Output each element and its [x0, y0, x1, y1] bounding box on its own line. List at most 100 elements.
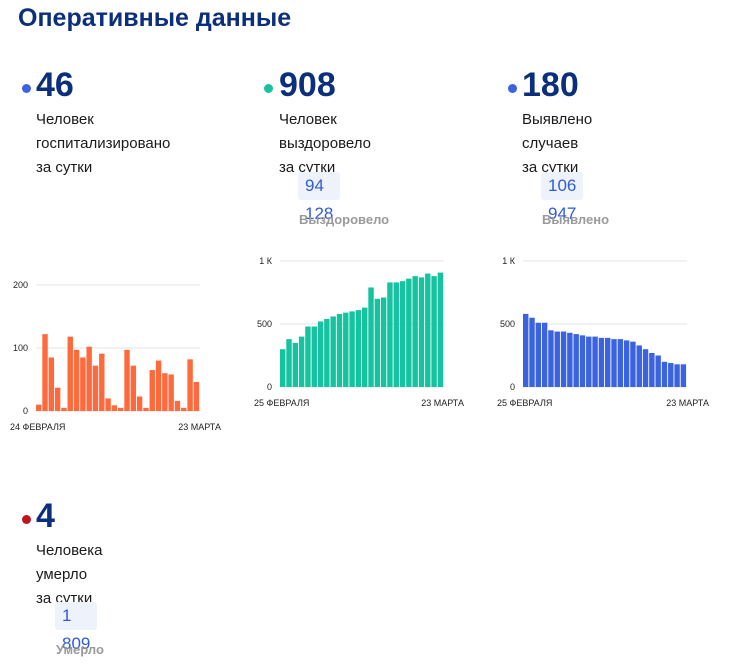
chart-recovered-svg: 1 К 500 0 25 ФЕВРАЛЯ 23 МАРТА — [254, 256, 464, 408]
recovered-bar — [343, 312, 349, 387]
hospitalized-bar — [174, 400, 181, 411]
recovered-bar — [431, 276, 437, 387]
recovered-bar — [406, 278, 412, 387]
hospitalized-value: 46 — [36, 66, 74, 104]
chart-detected-svg: 1 К 500 0 25 ФЕВРАЛЯ 23 МАРТА — [497, 256, 709, 408]
hospitalized-desc-line-1: Человек — [36, 111, 94, 128]
detected-bar — [655, 355, 661, 387]
detected-bar — [573, 334, 579, 387]
hospitalized-marker-dot — [22, 84, 31, 93]
chart-hospitalized: 200 100 0 24 ФЕВРАЛЯ 23 МАРТА — [0, 270, 230, 440]
hospitalized-bar — [99, 353, 105, 411]
hospitalized-bar — [143, 407, 149, 411]
chart-hospitalized-svg: 200 100 0 24 ФЕВРАЛЯ 23 МАРТА — [10, 280, 221, 432]
detected-bar — [529, 317, 535, 387]
hospitalized-bar — [136, 396, 143, 411]
recovered-y-tick-label: 500 — [257, 319, 272, 329]
detected-y-tick-label: 0 — [510, 382, 515, 392]
deaths-value: 4 — [36, 497, 55, 535]
hospitalized-bar — [187, 359, 193, 411]
detected-bar — [661, 361, 668, 387]
recovered-bar — [330, 316, 336, 387]
hospitalized-bar — [149, 370, 155, 411]
detected-bar — [680, 364, 687, 387]
detected-bar — [554, 331, 560, 387]
detected-total-caption: Выявлено — [542, 212, 610, 227]
recovered-bar — [349, 311, 355, 387]
detected-total-badge: 106 947 — [541, 172, 584, 223]
recovered-y-tick-label: 0 — [267, 382, 272, 392]
detected-bar — [567, 332, 573, 387]
deaths-total-badge: 1 809 — [55, 602, 98, 653]
recovered-y-tick-label: 1 К — [259, 256, 273, 266]
hospitalized-bar — [92, 365, 99, 411]
hospitalized-y-tick-label: 200 — [13, 280, 28, 290]
detected-bar — [605, 337, 611, 387]
hospitalized-bar — [36, 404, 42, 411]
recovered-bar — [355, 310, 362, 387]
detected-bar — [630, 341, 636, 387]
hospitalized-bar — [130, 365, 137, 411]
detected-bar — [674, 364, 680, 387]
detected-desc-line-2: за сутки — [522, 159, 579, 176]
recovered-desc-line-2: за сутки — [279, 159, 336, 176]
detected-bar — [523, 313, 529, 387]
recovered-bar — [298, 336, 305, 387]
hospitalized-bar — [111, 405, 118, 411]
recovered-value: 908 — [279, 66, 336, 104]
deaths-total-caption: Умерло — [56, 642, 104, 657]
detected-bar — [535, 322, 542, 387]
hospitalized-y-tick-label: 0 — [23, 406, 28, 416]
recovered-marker-dot — [264, 84, 273, 93]
detected-bar — [642, 349, 649, 387]
recovered-bar — [412, 276, 418, 387]
recovered-bar — [362, 307, 368, 387]
detected-bar — [586, 336, 592, 387]
hospitalized-bar — [86, 346, 92, 411]
recovered-bar — [292, 342, 299, 387]
recovered-bar — [399, 281, 406, 387]
deaths-marker-dot — [22, 515, 31, 524]
detected-bar — [611, 339, 617, 387]
detected-bar — [623, 340, 630, 387]
hospitalized-bar — [42, 334, 48, 411]
recovered-bar — [387, 282, 393, 387]
hospitalized-bar — [54, 387, 61, 411]
hospitalized-bar — [168, 374, 174, 411]
hospitalized-desc-line-3: за сутки — [36, 159, 93, 176]
hospitalized-bar — [124, 349, 130, 411]
hospitalized-bar — [118, 407, 124, 411]
hospitalized-bar — [73, 349, 80, 411]
detected-bar — [560, 331, 567, 387]
deaths-desc-line-1: Человека умерло — [36, 542, 103, 583]
recovered-bar — [311, 326, 317, 387]
recovered-total-caption: Выздоровело — [299, 212, 390, 227]
recovered-bar — [317, 321, 324, 387]
hospitalized-bar — [80, 357, 86, 411]
recovered-bar — [286, 339, 292, 387]
page-title: Оперативные данные — [18, 4, 292, 32]
recovered-bar — [393, 282, 399, 387]
recovered-bar — [368, 287, 374, 387]
chart-detected: 1 К 500 0 25 ФЕВРАЛЯ 23 МАРТА — [491, 248, 721, 418]
hospitalized-x-start-label: 24 ФЕВРАЛЯ — [10, 422, 65, 432]
recovered-bar — [418, 277, 425, 387]
detected-x-end-label: 23 МАРТА — [666, 398, 709, 408]
hospitalized-bar — [181, 407, 187, 411]
chart-recovered: 1 К 500 0 25 ФЕВРАЛЯ 23 МАРТА — [248, 248, 478, 418]
detected-bar — [592, 336, 598, 387]
hospitalized-bar — [48, 357, 55, 411]
recovered-x-start-label: 25 ФЕВРАЛЯ — [254, 398, 309, 408]
hospitalized-bar — [67, 336, 73, 411]
hospitalized-x-end-label: 23 МАРТА — [178, 422, 221, 432]
detected-bar — [598, 337, 605, 387]
recovered-description: Человек выздоровело за сутки — [279, 108, 371, 180]
recovered-bar — [380, 297, 387, 387]
detected-marker-dot — [508, 84, 517, 93]
detected-value: 180 — [522, 66, 579, 104]
detected-bar — [541, 322, 548, 387]
recovered-bar — [336, 313, 343, 387]
hospitalized-desc-line-2: госпитализировано — [36, 135, 171, 152]
detected-y-tick-label: 1 К — [502, 256, 516, 266]
recovered-total-badge: 94 128 — [298, 172, 341, 223]
